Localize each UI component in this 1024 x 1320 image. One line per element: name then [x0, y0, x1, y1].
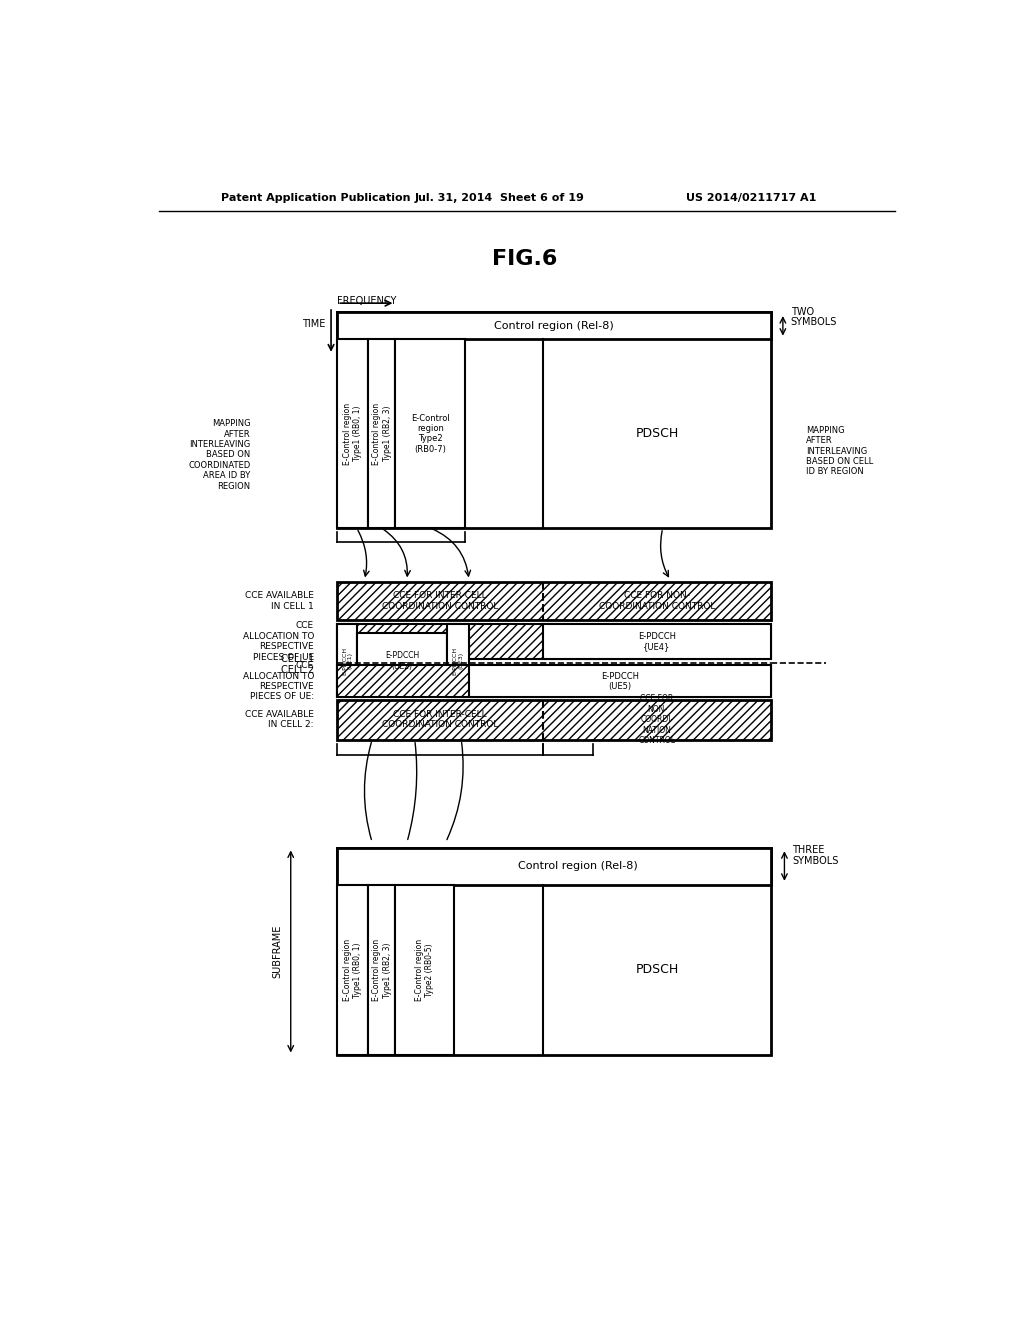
Bar: [395, 339, 465, 528]
Text: PDSCH: PDSCH: [635, 964, 679, 977]
Text: E-PDCCH
(UE1): E-PDCCH (UE1): [342, 647, 352, 675]
Text: SUBFRAME: SUBFRAME: [272, 925, 283, 978]
Text: CCE FOR INTER-CELL
COORDINATION CONTROL: CCE FOR INTER-CELL COORDINATION CONTROL: [382, 710, 498, 730]
Text: E-PDCCH
(UE5): E-PDCCH (UE5): [601, 672, 639, 690]
Bar: [543, 624, 771, 659]
Text: E-PDCCH
{UE4}: E-PDCCH {UE4}: [638, 632, 676, 651]
Text: Patent Application Publication: Patent Application Publication: [221, 194, 411, 203]
Text: E-Control region
Type1 (RB0, 1): E-Control region Type1 (RB0, 1): [343, 403, 362, 465]
Bar: [337, 624, 771, 659]
Text: CCE
ALLOCATION TO
RESPECTIVE
PIECES OF UE:: CCE ALLOCATION TO RESPECTIVE PIECES OF U…: [243, 661, 314, 701]
Bar: [447, 624, 469, 697]
Bar: [337, 665, 771, 697]
Text: PDSCH: PDSCH: [635, 428, 679, 440]
Text: Control region (Rel-8): Control region (Rel-8): [495, 321, 614, 331]
Bar: [337, 313, 771, 339]
Bar: [337, 582, 771, 620]
Text: E-Control region
Type1 (RB0, 1): E-Control region Type1 (RB0, 1): [343, 939, 362, 1001]
Bar: [357, 634, 447, 688]
Text: THREE: THREE: [793, 845, 824, 855]
Text: Jul. 31, 2014  Sheet 6 of 19: Jul. 31, 2014 Sheet 6 of 19: [415, 194, 585, 203]
Text: CCE
ALLOCATION TO
RESPECTIVE
PIECES OF UE: CCE ALLOCATION TO RESPECTIVE PIECES OF U…: [243, 622, 314, 661]
Text: CCE AVAILABLE
IN CELL 2:: CCE AVAILABLE IN CELL 2:: [245, 710, 314, 730]
Bar: [337, 847, 771, 884]
Text: CCE FOR INTER-CELL
COORDINATION CONTROL: CCE FOR INTER-CELL COORDINATION CONTROL: [382, 591, 498, 611]
Text: E-PDCCH
(UE2): E-PDCCH (UE2): [385, 651, 420, 671]
Bar: [337, 700, 771, 739]
Text: CELL 2: CELL 2: [281, 665, 314, 675]
Text: CELL 1: CELL 1: [281, 653, 314, 664]
Bar: [469, 665, 771, 697]
Text: Control region (Rel-8): Control region (Rel-8): [517, 861, 637, 871]
Text: E-Control region
Type1 (RB2, 3): E-Control region Type1 (RB2, 3): [372, 403, 391, 465]
Text: TIME: TIME: [302, 319, 326, 329]
Bar: [369, 884, 395, 1056]
Text: FREQUENCY: FREQUENCY: [337, 296, 396, 306]
Text: CCE FOR
NON-
COORDI-
NATION
CONTROL: CCE FOR NON- COORDI- NATION CONTROL: [638, 694, 676, 744]
Text: TWO: TWO: [791, 308, 814, 317]
Text: E-PDCCH
(UE3): E-PDCCH (UE3): [453, 647, 464, 675]
Text: E-Control region
Type1 (RB2, 3): E-Control region Type1 (RB2, 3): [372, 939, 391, 1001]
Text: FIG.6: FIG.6: [493, 248, 557, 268]
Text: MAPPING
AFTER
INTERLEAVING
BASED ON
COORDINATED
AREA ID BY
REGION: MAPPING AFTER INTERLEAVING BASED ON COOR…: [188, 420, 251, 491]
Text: SYMBOLS: SYMBOLS: [793, 855, 839, 866]
Bar: [369, 339, 395, 528]
Bar: [337, 313, 771, 528]
Text: CCE FOR NON-
COORDINATION CONTROL: CCE FOR NON- COORDINATION CONTROL: [599, 591, 715, 611]
Text: US 2014/0211717 A1: US 2014/0211717 A1: [686, 194, 816, 203]
Text: MAPPING
AFTER
INTERLEAVING
BASED ON CELL
ID BY REGION: MAPPING AFTER INTERLEAVING BASED ON CELL…: [806, 425, 873, 477]
Bar: [337, 339, 369, 528]
Text: CCE AVAILABLE
IN CELL 1: CCE AVAILABLE IN CELL 1: [245, 591, 314, 611]
Text: E-Control region
Type2 (RB0-5): E-Control region Type2 (RB0-5): [415, 939, 434, 1001]
Text: SYMBOLS: SYMBOLS: [791, 317, 837, 327]
Bar: [337, 847, 771, 1056]
Bar: [337, 884, 369, 1056]
Bar: [337, 624, 357, 697]
Bar: [395, 884, 454, 1056]
Text: E-Control
region
Type2
(RB0-7): E-Control region Type2 (RB0-7): [411, 413, 450, 454]
